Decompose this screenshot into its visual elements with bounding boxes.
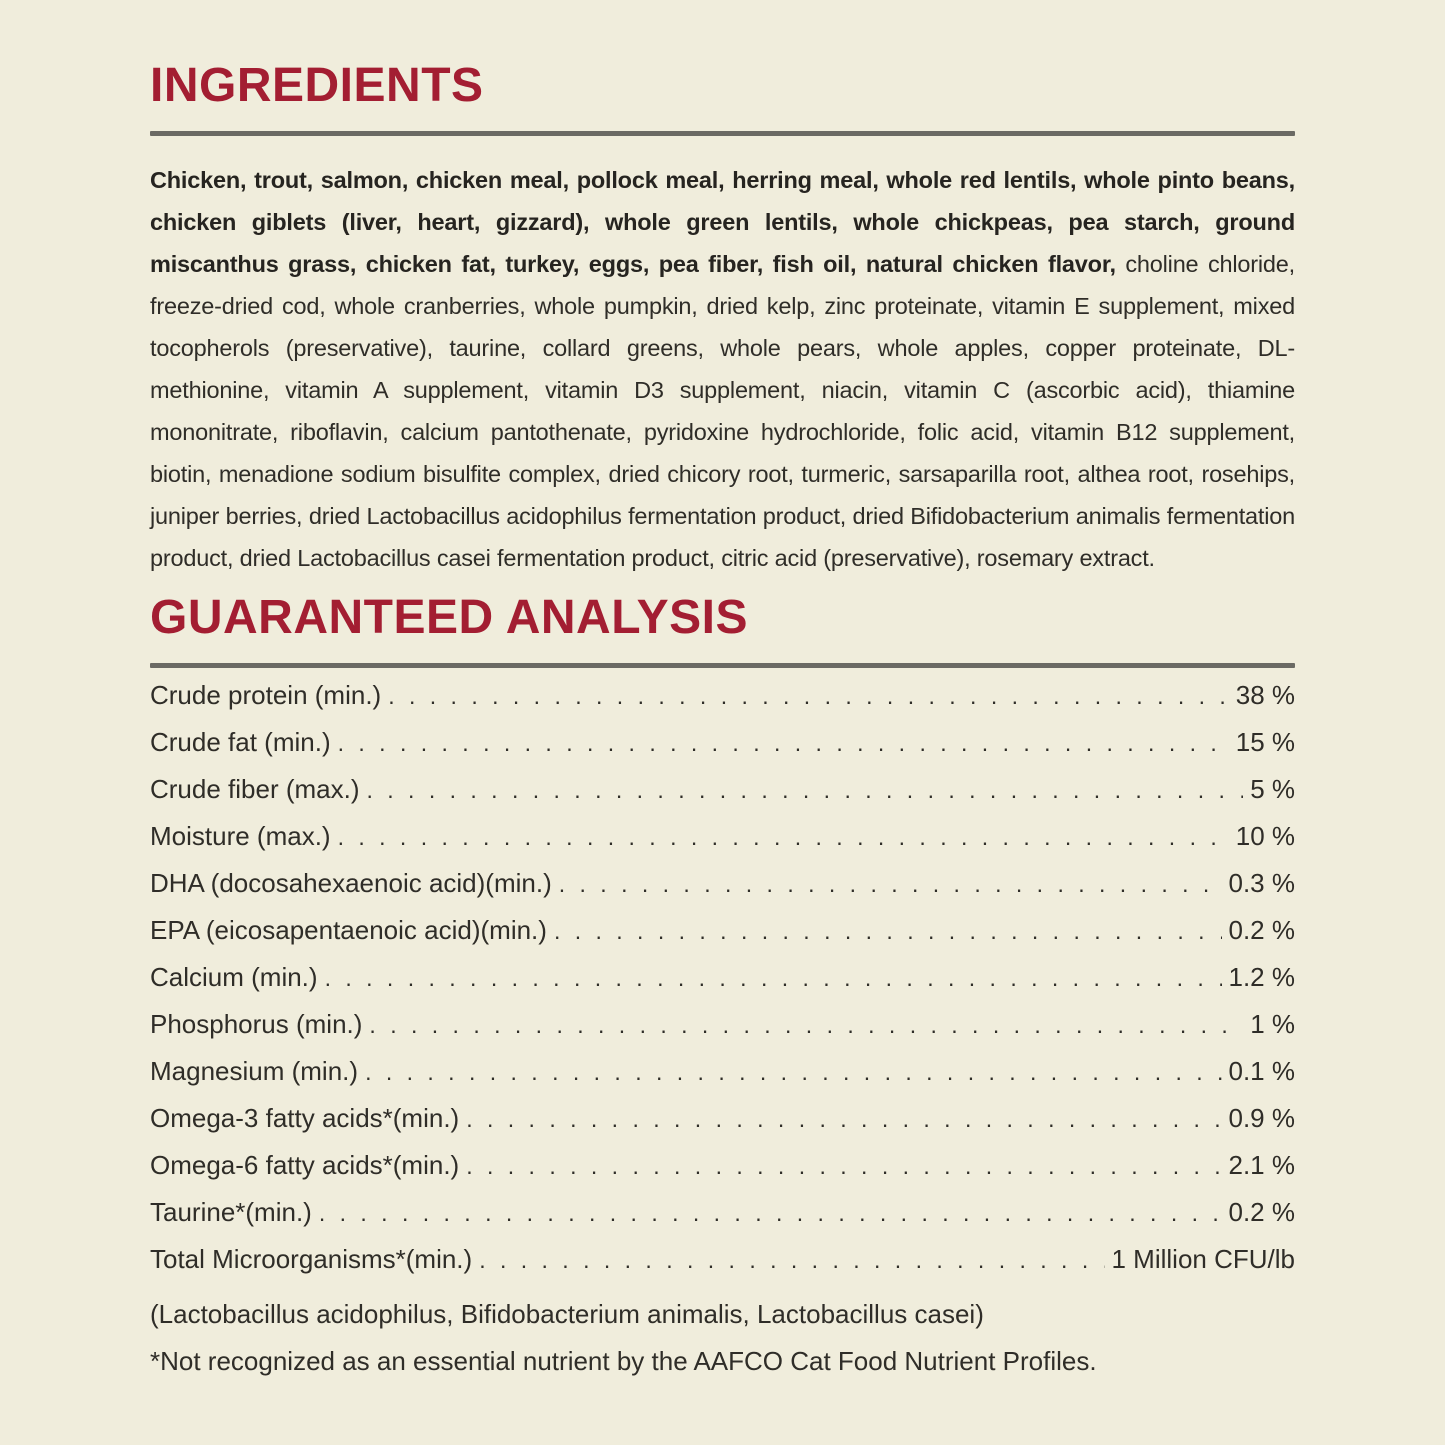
dot-leader: . . . . . . . . . . . . . . . . . . . . … — [466, 1106, 1221, 1132]
analysis-table: Crude protein (min.) . . . . . . . . . .… — [150, 680, 1295, 1291]
analysis-row-label: Calcium (min.) — [150, 962, 318, 992]
analysis-row-value: 10 % — [1235, 821, 1295, 851]
analysis-row-value: 1 % — [1250, 1009, 1295, 1039]
analysis-row: Taurine*(min.) . . . . . . . . . . . . .… — [150, 1197, 1295, 1244]
analysis-row-label: Omega-6 fatty acids*(min.) — [150, 1150, 460, 1180]
ingredients-title: INGREDIENTS — [150, 59, 484, 112]
analysis-row-value: 5 % — [1250, 774, 1295, 804]
analysis-row: Total Microorganisms*(min.) . . . . . . … — [150, 1244, 1295, 1291]
analysis-row-value: 1 Million CFU/lb — [1111, 1244, 1296, 1274]
analysis-row-label: Total Microorganisms*(min.) — [150, 1244, 473, 1274]
analysis-row-value: 15 % — [1235, 727, 1295, 757]
analysis-row: Moisture (max.) . . . . . . . . . . . . … — [150, 821, 1295, 868]
analysis-row: Magnesium (min.) . . . . . . . . . . . .… — [150, 1056, 1295, 1103]
dot-leader: . . . . . . . . . . . . . . . . . . . . … — [388, 683, 1229, 709]
analysis-row: Omega-3 fatty acids*(min.) . . . . . . .… — [150, 1103, 1295, 1150]
dot-leader: . . . . . . . . . . . . . . . . . . . . … — [324, 965, 1222, 991]
dot-leader: . . . . . . . . . . . . . . . . . . . . … — [558, 871, 1222, 897]
analysis-row-value: 0.1 % — [1228, 1056, 1296, 1086]
aafco-footnote: *Not recognized as an essential nutrient… — [150, 1346, 1097, 1376]
dot-leader: . . . . . . . . . . . . . . . . . . . . … — [337, 824, 1229, 850]
analysis-row-label: Crude fiber (max.) — [150, 774, 360, 804]
analysis-row-label: Moisture (max.) — [150, 821, 331, 851]
analysis-row: Phosphorus (min.) . . . . . . . . . . . … — [150, 1009, 1295, 1056]
ingredients-secondary-list: choline chloride, freeze-dried cod, whol… — [150, 251, 1295, 571]
dot-leader: . . . . . . . . . . . . . . . . . . . . … — [337, 730, 1229, 756]
analysis-row: DHA (docosahexaenoic acid)(min.) . . . .… — [150, 868, 1295, 915]
analysis-row-value: 1.2 % — [1228, 962, 1296, 992]
ingredients-paragraph: Chicken, trout, salmon, chicken meal, po… — [150, 159, 1295, 579]
analysis-row-label: DHA (docosahexaenoic acid)(min.) — [150, 868, 552, 898]
dot-leader: . . . . . . . . . . . . . . . . . . . . … — [366, 777, 1244, 803]
analysis-row-label: Magnesium (min.) — [150, 1056, 359, 1086]
dot-leader: . . . . . . . . . . . . . . . . . . . . … — [365, 1059, 1221, 1085]
ingredients-primary-list: Chicken, trout, salmon, chicken meal, po… — [150, 167, 1295, 277]
analysis-row: Crude fat (min.) . . . . . . . . . . . .… — [150, 727, 1295, 774]
dot-leader: . . . . . . . . . . . . . . . . . . . . … — [466, 1153, 1221, 1179]
analysis-row-label: Phosphorus (min.) — [150, 1009, 363, 1039]
analysis-row-label: Omega-3 fatty acids*(min.) — [150, 1103, 460, 1133]
microorganisms-detail: (Lactobacillus acidophilus, Bifidobacter… — [150, 1299, 984, 1329]
analysis-row: Crude fiber (max.) . . . . . . . . . . .… — [150, 774, 1295, 821]
guaranteed-analysis-title: GUARANTEED ANALYSIS — [150, 591, 749, 644]
analysis-row: Calcium (min.) . . . . . . . . . . . . .… — [150, 962, 1295, 1009]
analysis-row: Omega-6 fatty acids*(min.) . . . . . . .… — [150, 1150, 1295, 1197]
guaranteed-analysis-divider — [150, 663, 1295, 668]
analysis-row-value: 0.3 % — [1228, 868, 1296, 898]
analysis-row-label: Crude protein (min.) — [150, 680, 382, 710]
analysis-row: Crude protein (min.) . . . . . . . . . .… — [150, 680, 1295, 727]
analysis-row-value: 38 % — [1235, 680, 1295, 710]
dot-leader: . . . . . . . . . . . . . . . . . . . . … — [369, 1012, 1243, 1038]
analysis-row-value: 2.1 % — [1228, 1150, 1296, 1180]
analysis-row-label: Taurine*(min.) — [150, 1197, 312, 1227]
analysis-row: EPA (eicosapentaenoic acid)(min.) . . . … — [150, 915, 1295, 962]
analysis-row-label: EPA (eicosapentaenoic acid)(min.) — [150, 915, 547, 945]
dot-leader: . . . . . . . . . . . . . . . . . . . . … — [318, 1200, 1222, 1226]
analysis-row-label: Crude fat (min.) — [150, 727, 331, 757]
analysis-row-value: 0.2 % — [1228, 915, 1296, 945]
ingredients-divider — [150, 131, 1295, 136]
dot-leader: . . . . . . . . . . . . . . . . . . . . … — [553, 918, 1222, 944]
analysis-row-value: 0.9 % — [1228, 1103, 1296, 1133]
dot-leader: . . . . . . . . . . . . . . . . . . . . … — [479, 1247, 1104, 1273]
analysis-row-value: 0.2 % — [1228, 1197, 1296, 1227]
